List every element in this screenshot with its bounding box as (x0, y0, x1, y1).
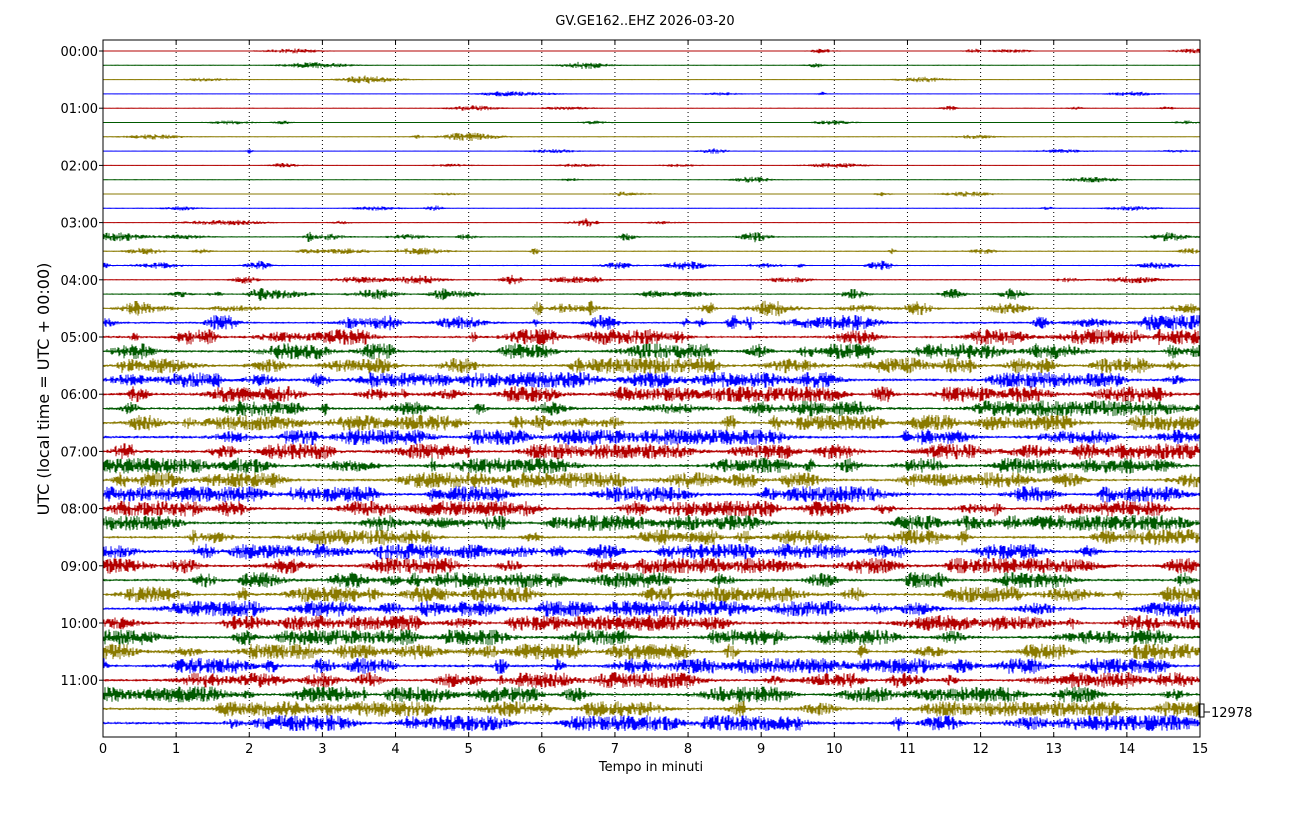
y-tick-label: 00:00 (61, 45, 98, 60)
x-tick-label: 0 (99, 742, 107, 757)
y-tick-label: 09:00 (61, 560, 98, 575)
seismic-traces (102, 48, 1201, 732)
y-tick-label: 11:00 (61, 674, 98, 689)
x-axis: 0 1 2 3 4 5 6 7 8 9 10 11 12 13 14 15 (99, 40, 1208, 757)
x-tick-label: 12 (972, 742, 989, 757)
x-tick-label: 4 (391, 742, 399, 757)
x-tick-label: 10 (826, 742, 843, 757)
y-tick-label: 03:00 (61, 217, 98, 232)
x-axis-label: Tempo in minuti (598, 760, 703, 775)
x-tick-label: 5 (465, 742, 473, 757)
y-tick-label: 10:00 (61, 617, 98, 632)
y-tick-label: 04:00 (61, 274, 98, 289)
y-tick-label: 08:00 (61, 503, 98, 518)
x-tick-label: 9 (757, 742, 765, 757)
x-tick-label: 11 (899, 742, 916, 757)
x-tick-label: 3 (318, 742, 326, 757)
y-axis: 00:00 01:00 02:00 03:00 04:00 05:00 06:00 07:00… (61, 45, 103, 689)
x-tick-label: 8 (684, 742, 692, 757)
chart-title: GV.GE162..EHZ 2026-03-20 (555, 14, 734, 29)
y-tick-label: 06:00 (61, 388, 98, 403)
x-tick-label: 14 (1119, 742, 1136, 757)
x-tick-label: 1 (172, 742, 180, 757)
grid-lines (175, 40, 1128, 737)
y-tick-label: 07:00 (61, 445, 98, 460)
scale-annotation: 12978 (1211, 706, 1252, 721)
x-tick-label: 15 (1192, 742, 1209, 757)
x-tick-label: 7 (611, 742, 619, 757)
scale-marker: 12978 (1198, 703, 1252, 721)
y-tick-label: 02:00 (61, 159, 98, 174)
y-tick-label: 05:00 (61, 331, 98, 346)
x-tick-label: 13 (1045, 742, 1062, 757)
plot-frame (102, 39, 1201, 738)
y-axis-label: UTC (local time = UTC + 00:00) (34, 263, 53, 516)
x-tick-label: 6 (538, 742, 546, 757)
y-tick-label: 01:00 (61, 102, 98, 117)
x-tick-label: 2 (245, 742, 253, 757)
